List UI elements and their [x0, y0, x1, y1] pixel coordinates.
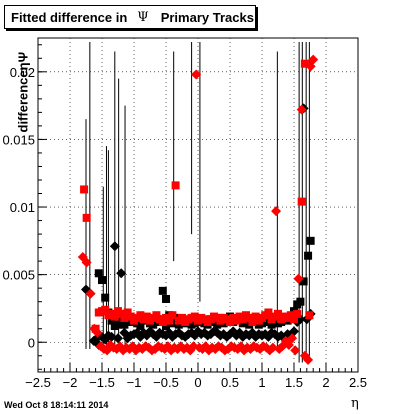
- data-point-square: [162, 294, 170, 303]
- data-point-square: [82, 213, 91, 222]
- data-point-diamond: [308, 54, 319, 65]
- x-tick-label: 1: [258, 375, 265, 390]
- data-point-diamond: [303, 354, 314, 365]
- data-point-square: [300, 59, 309, 68]
- data-point-square: [171, 181, 180, 190]
- data-point-square: [304, 251, 313, 260]
- x-tick-label: −2: [63, 375, 78, 390]
- data-point-diamond: [267, 342, 278, 353]
- data-point-square: [136, 322, 145, 331]
- x-tick-label: −1: [127, 375, 142, 390]
- data-point-square: [297, 197, 306, 206]
- data-point-square: [158, 317, 167, 326]
- data-point-square: [296, 297, 305, 306]
- x-tick-label: −2.5: [25, 375, 51, 390]
- data-point-square: [114, 320, 122, 329]
- data-point-square: [80, 185, 89, 194]
- data-point-square: [178, 313, 186, 322]
- data-point-diamond: [287, 333, 298, 344]
- data-point-square: [245, 313, 254, 322]
- data-point-square: [142, 312, 151, 321]
- title-symbol: Ψ: [137, 9, 149, 25]
- data-point-square: [162, 322, 170, 331]
- data-point-square: [290, 315, 298, 324]
- x-axis-label: η: [351, 396, 359, 411]
- x-tick-label: −1.5: [89, 375, 115, 390]
- x-tick-label: 2.5: [349, 375, 367, 390]
- data-point-square: [168, 311, 177, 320]
- data-point-square: [120, 313, 129, 322]
- data-point-square: [299, 277, 308, 286]
- x-tick-label: −0.5: [153, 375, 179, 390]
- data-point-square: [98, 276, 106, 285]
- data-point-diamond: [191, 69, 202, 80]
- y-tick-label: 0.01: [10, 200, 35, 215]
- data-point-diamond: [106, 331, 117, 342]
- data-point-diamond: [113, 333, 123, 344]
- data-point-square: [174, 320, 183, 329]
- data-point-square: [267, 320, 276, 329]
- title-suffix: Primary Tracks: [160, 9, 254, 25]
- data-point-square: [306, 236, 315, 245]
- data-point-square: [274, 309, 282, 318]
- data-point-square: [117, 309, 126, 318]
- data-point-square: [110, 312, 119, 321]
- data-point-square: [101, 293, 110, 302]
- x-tick-label: 1.5: [285, 375, 303, 390]
- data-point-diamond: [293, 273, 304, 284]
- data-point-square: [165, 316, 174, 325]
- data-point-square: [190, 312, 199, 321]
- data-point-square: [238, 315, 247, 324]
- data-point-square: [293, 309, 302, 318]
- data-point-square: [248, 317, 257, 326]
- y-tick-label: 0.02: [10, 65, 35, 80]
- data-point-square: [152, 311, 161, 320]
- data-point-diamond: [109, 241, 120, 252]
- data-point-square: [136, 311, 145, 320]
- data-point-diamond: [116, 268, 127, 279]
- data-point-diamond: [92, 327, 103, 338]
- data-point-square: [158, 286, 167, 295]
- data-point-square: [264, 308, 273, 317]
- data-point-square: [107, 316, 116, 325]
- data-point-square: [126, 312, 135, 321]
- data-point-diamond: [85, 288, 96, 299]
- data-point-square: [286, 311, 295, 320]
- data-point-diamond: [271, 206, 282, 217]
- data-point-square: [213, 320, 222, 329]
- data-point-square: [94, 269, 103, 278]
- y-tick-label: 0: [28, 335, 35, 350]
- y-tick-label: 0.005: [2, 268, 35, 283]
- timestamp-footer: Wed Oct 8 18:14:11 2014: [4, 400, 109, 410]
- data-point-square: [232, 316, 241, 325]
- title-prefix: Fitted difference in: [11, 9, 128, 25]
- data-point-square: [123, 317, 132, 326]
- data-point-diamond: [122, 333, 133, 344]
- x-tick-label: 0: [194, 375, 201, 390]
- data-point-diamond: [81, 257, 92, 268]
- data-point-square: [123, 308, 132, 317]
- x-tick-label: 2: [322, 375, 329, 390]
- data-point-square: [305, 311, 314, 320]
- data-point-square: [149, 320, 158, 329]
- chart-title: Fitted difference in Ψ Primary Tracks: [4, 5, 256, 29]
- data-point-diamond: [296, 104, 307, 115]
- data-point-square: [101, 305, 110, 314]
- data-point-square: [226, 317, 234, 326]
- data-point-square: [251, 312, 260, 321]
- x-tick-label: 0.5: [221, 375, 239, 390]
- data-point-diamond: [290, 345, 301, 356]
- y-axis-label: differenceηΨ: [15, 51, 31, 133]
- y-tick-label: 0.015: [2, 132, 35, 147]
